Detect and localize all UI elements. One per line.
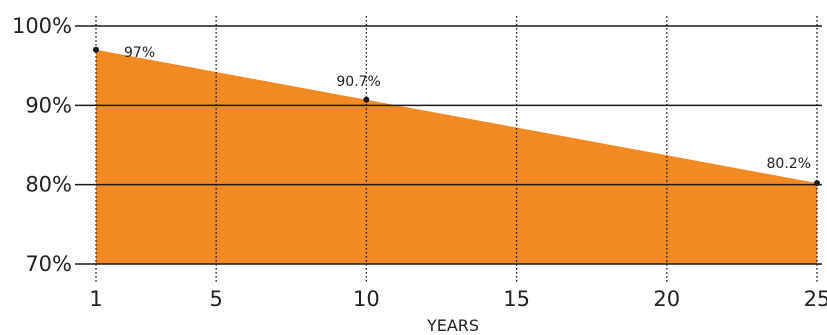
x-axis-tick-labels: 1 5 10 15 20 25 [89,287,827,311]
x-tick-label: 10 [353,287,380,311]
x-axis-label: YEARS [426,316,479,335]
data-point [814,180,820,187]
y-tick-label: 90% [25,93,72,117]
x-tick-label: 25 [804,287,827,311]
y-tick-label: 80% [25,173,72,197]
x-tick-label: 5 [209,287,222,311]
vertical-gridlines [95,16,818,282]
y-tick-label: 70% [25,252,72,276]
x-tick-label: 15 [503,287,530,311]
y-tick-label: 100% [12,14,72,38]
data-label: 80.2% [767,156,811,172]
data-points [93,46,820,187]
data-labels: 97% 90.7% 80.2% [124,45,811,172]
area-fill [96,49,817,264]
y-axis-tick-labels: 70% 80% 90% 100% [12,14,72,276]
data-label: 90.7% [336,74,380,90]
data-label: 97% [124,45,155,61]
data-point [363,96,370,103]
x-tick-label: 20 [653,287,680,311]
data-point [93,46,99,53]
horizontal-gridlines [75,25,822,265]
x-tick-label: 1 [89,287,102,311]
